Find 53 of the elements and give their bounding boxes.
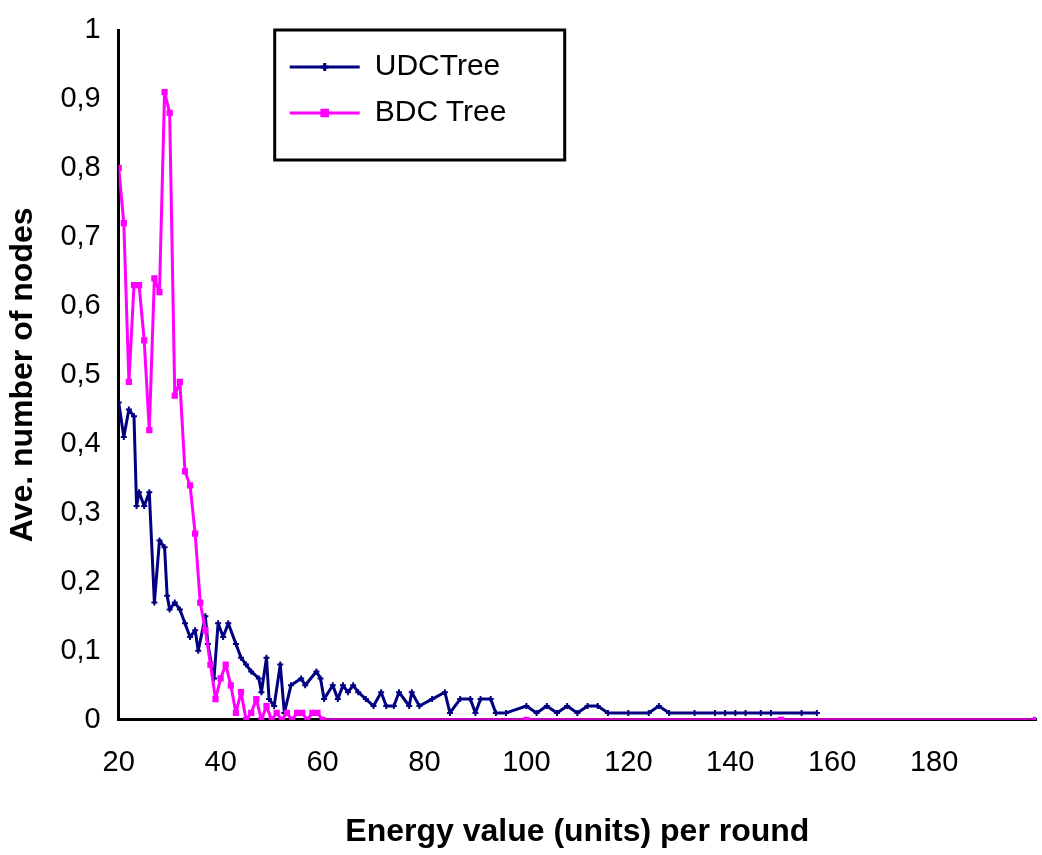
y-tick-label: 0,9 — [60, 80, 101, 113]
x-tick-label: 20 — [102, 745, 135, 778]
point — [125, 378, 133, 385]
point — [273, 709, 280, 717]
point — [176, 378, 183, 385]
x-tick-label: 140 — [706, 745, 755, 778]
point — [161, 88, 168, 96]
x-tick-label: 120 — [604, 745, 653, 778]
y-tick-label: 0,2 — [60, 563, 101, 596]
point — [207, 661, 214, 668]
point — [212, 695, 219, 703]
point — [227, 682, 234, 689]
y-tick-label: 0 — [84, 701, 101, 734]
y-axis-title: Ave. number of nodes — [3, 207, 40, 543]
point — [120, 220, 127, 227]
point — [171, 392, 178, 399]
legend-label: UDCTree — [374, 48, 501, 82]
y-tick-label: 0,1 — [60, 632, 101, 665]
point — [192, 530, 199, 537]
point — [299, 709, 306, 717]
y-tick-label: 1 — [84, 12, 101, 44]
x-tick-label: 60 — [306, 745, 339, 778]
point — [197, 599, 204, 606]
point — [186, 482, 194, 489]
x-tick-label: 160 — [807, 745, 857, 778]
point — [314, 709, 321, 717]
point — [237, 689, 245, 696]
point — [141, 337, 148, 344]
y-tick-label: 0,6 — [60, 287, 101, 320]
legend-label: BDC Tree — [374, 94, 507, 128]
point — [151, 275, 158, 282]
y-tick-label: 0,5 — [60, 356, 101, 389]
x-tick-label: 100 — [502, 745, 551, 778]
point — [202, 627, 209, 634]
point — [263, 702, 270, 710]
point — [232, 709, 240, 717]
x-axis-title: Energy value (units) per round — [345, 811, 810, 848]
point — [135, 282, 143, 289]
x-tick-label: 180 — [909, 745, 959, 778]
y-tick-label: 0,4 — [60, 425, 101, 458]
x-tick-label: 40 — [204, 745, 237, 778]
point — [146, 426, 153, 434]
y-tick-label: 0,8 — [60, 149, 101, 182]
point — [217, 675, 224, 682]
point — [253, 695, 260, 703]
point — [181, 468, 189, 475]
y-tick-label: 0,3 — [60, 494, 101, 527]
point — [222, 661, 229, 668]
point — [248, 709, 255, 717]
point — [166, 109, 173, 116]
y-tick-label: 0,7 — [60, 218, 101, 251]
x-tick-label: 80 — [408, 745, 441, 778]
point — [156, 289, 163, 296]
